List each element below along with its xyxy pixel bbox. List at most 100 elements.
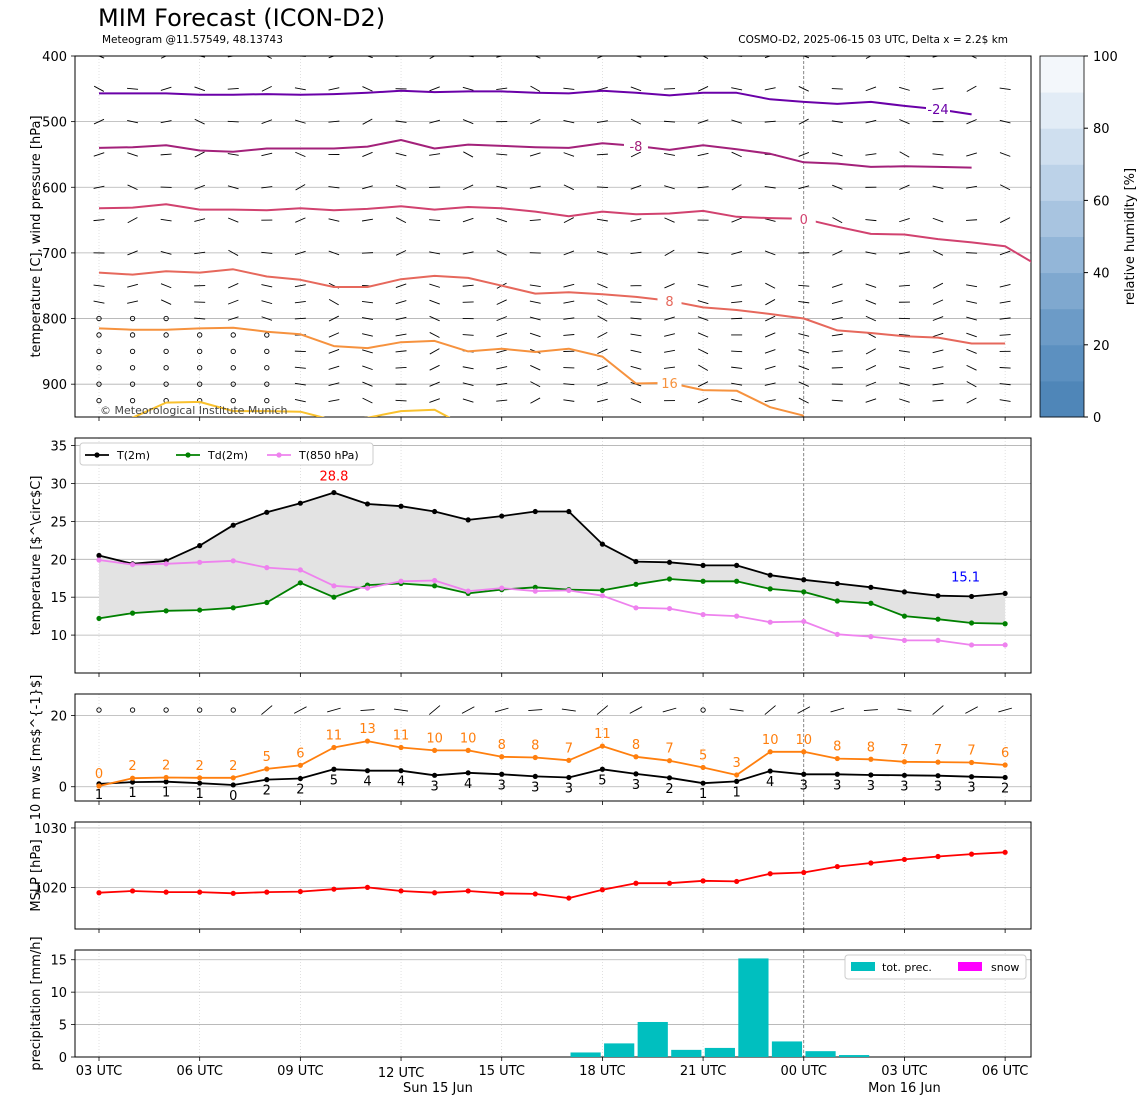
mslp-line: [98, 851, 1006, 899]
min-temp-label: 15.1: [951, 570, 980, 585]
data-point: [801, 618, 807, 625]
wind-barb: [496, 185, 508, 189]
wind-barb: [563, 300, 575, 304]
y-tick-label: 700: [42, 247, 67, 262]
data-point: [331, 886, 337, 892]
wind-barb: [831, 350, 843, 353]
x-axis: 03 UTC 06 UTC 09 UTC 12 UTC 15 UTC 18 UTC 21 U…: [76, 1064, 1029, 1096]
wind-barb: [93, 185, 105, 189]
data-label: 6: [1001, 746, 1009, 761]
x-tick-label: 03 UTC: [76, 1064, 122, 1079]
calm-circle: [163, 348, 169, 355]
wind-barb: [530, 397, 541, 404]
data-point: [264, 599, 270, 606]
data-point: [197, 775, 203, 781]
wind-barb: [463, 151, 474, 158]
wind-barb: [194, 184, 205, 190]
panel-frame: [74, 693, 1032, 802]
wind-barb: [194, 317, 206, 320]
data-point: [566, 757, 572, 763]
colorbar-segment: [1040, 128, 1084, 165]
wind-barb: [462, 284, 474, 287]
wind-barb: [596, 186, 608, 189]
wind-barb: [261, 300, 273, 305]
wind-barb: [630, 118, 642, 125]
wind-barb: [362, 381, 373, 387]
wind-barb: [798, 397, 809, 404]
data-point: [599, 593, 606, 599]
legend-swatch: [851, 962, 875, 971]
data-point: [666, 880, 673, 886]
humidity-colorbar: 0 20 40 60 80 100 relative humidity [%]: [1039, 50, 1138, 426]
data-point: [129, 775, 136, 781]
wind-barb: [731, 301, 743, 304]
wind-barb: [160, 153, 172, 156]
isotherm-line: [98, 139, 972, 169]
wind-barb: [731, 350, 743, 353]
wind-barb: [999, 399, 1011, 402]
wind-barb: [831, 56, 843, 57]
calm-circle: [129, 381, 136, 387]
wind-barb: [462, 119, 474, 125]
calm-circle: [264, 381, 270, 387]
wind-barb: [97, 56, 105, 59]
data-point: [599, 587, 606, 593]
wind-barb: [294, 119, 306, 124]
wind-barb: [563, 399, 575, 402]
data-label: 7: [665, 742, 673, 757]
wind-barb: [630, 251, 642, 255]
wind-barb: [764, 120, 776, 123]
panel-frame: [74, 437, 1032, 674]
data-point: [935, 773, 941, 779]
wind-barb: [294, 300, 306, 304]
wind-barb: [194, 118, 205, 125]
wind-barb: [999, 300, 1011, 304]
series-line: [98, 578, 1006, 625]
x-tick-label: 09 UTC: [277, 1064, 323, 1079]
wind-barb: [496, 332, 508, 338]
wind-barb: [831, 333, 843, 337]
colorbar-segment: [1040, 308, 1084, 346]
y-tick-label: 400: [42, 50, 67, 65]
x-tick-label: 18 UTC: [579, 1064, 625, 1079]
wind-barb: [898, 284, 910, 287]
wind-barb: [462, 86, 474, 91]
location-subtitle: Meteogram @11.57549, 48.13743: [102, 34, 283, 46]
panel-surface-temperature: 10 15 20 25 30 35 temperature [$^\circ$C] T(2m)…: [29, 437, 1032, 677]
wind-barb: [462, 334, 474, 336]
isotherm-line: [98, 268, 1006, 345]
data-label: 8: [531, 738, 539, 753]
data-point: [465, 770, 471, 776]
y-axis-label: 10 m ws [ms$^{-1}$]: [29, 675, 44, 821]
wind-barb: [160, 120, 172, 124]
data-point: [599, 766, 606, 772]
wind-barb: [395, 283, 407, 288]
data-label: 7: [934, 743, 942, 758]
wind-barb: [394, 708, 409, 712]
isotherm-label: -24: [927, 103, 948, 118]
y-tick-label: 35: [50, 440, 67, 455]
wind-barb: [731, 56, 743, 57]
wind-barb: [899, 119, 910, 125]
wind-barb: [294, 284, 306, 288]
legend-marker: [185, 452, 191, 458]
wind-barb: [496, 153, 508, 156]
calm-circle: [264, 397, 270, 404]
wind-barb: [160, 86, 172, 91]
wind-barbs: [93, 56, 1011, 404]
y-tick-label: 1030: [34, 822, 67, 837]
data-point: [666, 775, 673, 781]
wind-barb: [664, 316, 675, 321]
calm-circle: [230, 332, 236, 338]
wind-barb: [832, 217, 843, 224]
wind-barb: [764, 250, 776, 256]
colorbar-label: relative humidity [%]: [1123, 168, 1138, 305]
wind-barb: [362, 349, 373, 354]
max-temp-label: 28.8: [319, 470, 348, 485]
data-point: [834, 580, 840, 587]
isotherm-label: 8: [665, 295, 673, 310]
isotherm-label: 0: [800, 213, 808, 228]
wind-barb: [529, 332, 541, 338]
wind-barb: [630, 317, 642, 320]
precip-bar: [671, 1049, 702, 1057]
